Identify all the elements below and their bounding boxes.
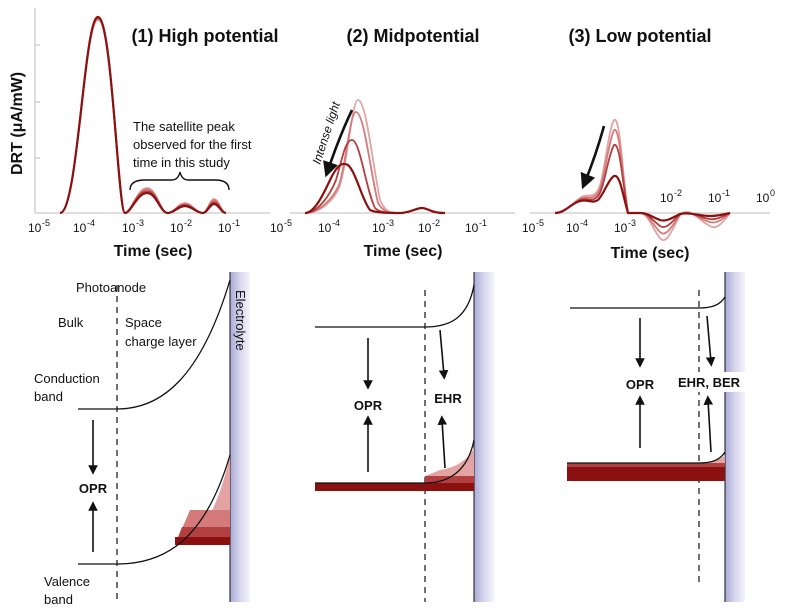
opr-label: OPR: [354, 398, 383, 413]
p3-series-4: [554, 174, 731, 222]
conduction-band: [570, 296, 726, 309]
ehr-label: EHR: [434, 391, 462, 406]
tick-exp: -4: [332, 218, 340, 228]
fermi-band-dark: [315, 483, 474, 491]
p1-series-3: [59, 18, 227, 214]
hole-region-light: [699, 455, 725, 463]
tick-exp: -5: [284, 218, 292, 228]
electrolyte-bar: [725, 272, 745, 602]
tick-base: 10: [372, 221, 386, 235]
hole-region-dark: [425, 476, 474, 483]
tick-base: 10: [614, 221, 628, 235]
intense-light-label: Intense light: [310, 99, 344, 166]
electrolyte-label: Electrolyte: [233, 290, 248, 351]
tick-base: 10: [122, 221, 136, 235]
valence-label-2: band: [44, 592, 73, 607]
tick-exp: -3: [628, 218, 636, 228]
tick-exp: -3: [386, 218, 394, 228]
tick-base: 10: [73, 221, 87, 235]
panel1-title: (1) High potential: [132, 26, 279, 46]
valence-label-1: Valence: [44, 574, 90, 589]
panel3-ticks: 10 -5 10 -4 10 -3 10 -2 10 -1 10 0: [522, 188, 775, 235]
satellite-text-2: observed for the first: [133, 137, 252, 152]
photoanode-label: Photoanode: [76, 280, 146, 295]
space-label-2: charge layer: [125, 334, 197, 349]
space-label-1: Space: [125, 315, 162, 330]
tick-exp: -4: [87, 218, 95, 228]
ehr-ber-label-bg: [670, 372, 748, 392]
panel1-ticks: 10 -5 10 -4 10 -3 10 -2 10 -1: [28, 218, 240, 235]
panel2-xlabel: Time (sec): [364, 243, 443, 260]
p1-series-1: [59, 15, 227, 215]
ehr-label-bg: [428, 388, 468, 408]
conduction-label-2: band: [34, 389, 63, 404]
conduction-band: [78, 279, 231, 410]
opr-label: OPR: [626, 377, 655, 392]
tick-exp: -4: [580, 218, 588, 228]
panel1-xlabel: Time (sec): [114, 243, 193, 260]
panel2-title: (2) Midpotential: [347, 26, 480, 46]
drt-charts: DRT (μA/mW) (1) High potential (2) Midpo…: [9, 8, 775, 262]
panel1-curves: [59, 15, 227, 215]
tick-exp: 0: [770, 188, 775, 198]
electrolyte-bar: [230, 272, 250, 602]
tick-base: 10: [270, 221, 284, 235]
tick-exp: -5: [536, 218, 544, 228]
band-diagram-3: OPR EHR, BER: [567, 272, 748, 602]
band-diagram-2: OPR EHR: [315, 272, 494, 602]
tick-exp: -2: [184, 218, 192, 228]
ehr-arrow-down: [438, 329, 449, 380]
tick-base: 10: [418, 221, 432, 235]
p1-series-2: [59, 17, 227, 214]
tick-base: 10: [708, 191, 722, 205]
tick-base: 10: [756, 191, 770, 205]
fermi-band-dark: [567, 463, 725, 481]
tick-exp: -2: [674, 188, 682, 198]
ehr-ber-arrow-up: [703, 395, 714, 453]
tick-base: 10: [465, 221, 479, 235]
panel3-title: (3) Low potential: [569, 26, 712, 46]
tick-exp: -3: [136, 218, 144, 228]
band-diagram-1: Electrolyte Photoanode Bulk Space charge…: [34, 272, 250, 607]
ehr-arrow-up: [437, 415, 448, 469]
tick-base: 10: [170, 221, 184, 235]
satellite-text-1: The satellite peak: [133, 119, 235, 134]
valence-band: [78, 454, 231, 565]
hole-region-dark: [175, 537, 230, 545]
tick-exp: -5: [42, 218, 50, 228]
y-axis-label: DRT (μA/mW): [9, 72, 26, 175]
tick-base: 10: [660, 191, 674, 205]
low-potential-arrow: [580, 125, 606, 190]
hole-region-light: [425, 448, 474, 476]
valence-band: [315, 439, 475, 484]
ehr-arrow-down: [705, 315, 716, 367]
p1-series-4: [59, 19, 227, 214]
valence-band: [567, 451, 726, 464]
electrolyte-bar: [474, 272, 494, 602]
tick-exp: -1: [722, 188, 730, 198]
tick-base: 10: [522, 221, 536, 235]
ehr-ber-label: EHR, BER: [678, 375, 741, 390]
satellite-annotation: The satellite peak observed for the firs…: [129, 119, 252, 191]
tick-base: 10: [28, 221, 42, 235]
tick-base: 10: [318, 221, 332, 235]
tick-exp: -1: [479, 218, 487, 228]
satellite-text-3: time in this study: [133, 155, 230, 170]
panel2-ticks: 10 -5 10 -4 10 -3 10 -2 10 -1: [270, 218, 487, 235]
fermi-band-mid: [567, 463, 725, 467]
intense-light-arrow: [323, 109, 354, 178]
bulk-label: Bulk: [58, 315, 84, 330]
conduction-band: [315, 284, 475, 328]
opr-label: OPR: [79, 481, 108, 496]
satellite-brace: [129, 171, 230, 191]
tick-exp: -1: [232, 218, 240, 228]
panel3-curves: [554, 119, 731, 241]
panel3-xlabel: Time (sec): [611, 245, 690, 262]
tick-base: 10: [566, 221, 580, 235]
conduction-label-1: Conduction: [34, 371, 100, 386]
tick-base: 10: [218, 221, 232, 235]
tick-exp: -2: [432, 218, 440, 228]
